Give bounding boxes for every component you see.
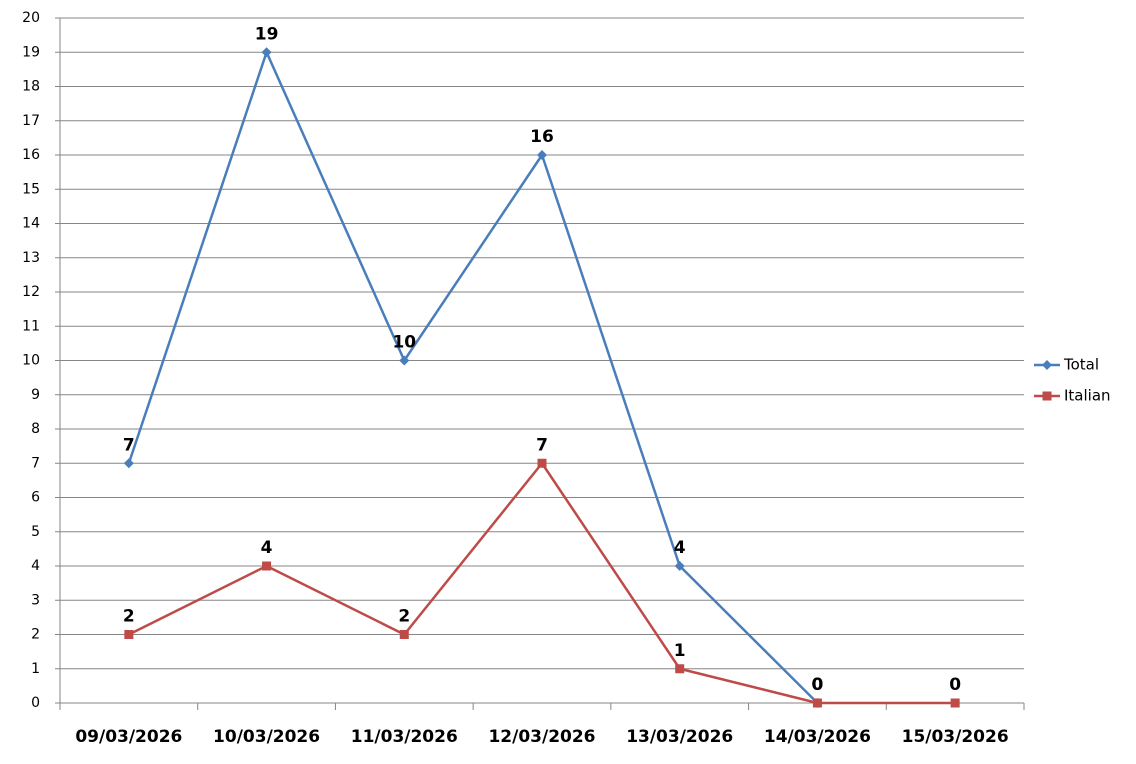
point — [261, 47, 272, 58]
y-tick-label: 12 — [22, 284, 40, 300]
y-tick-label: 0 — [31, 695, 40, 711]
y-tick-label: 4 — [31, 558, 40, 574]
data-label: 4 — [261, 538, 273, 558]
point — [399, 630, 409, 639]
data-label: 7 — [536, 435, 548, 455]
grid — [60, 17, 1024, 704]
series-line — [127, 51, 819, 704]
point — [537, 150, 547, 160]
x-tick-label: 12/03/2026 — [488, 727, 595, 747]
legend-label: Italian — [1064, 387, 1111, 405]
y-tick-label: 5 — [31, 524, 40, 540]
point — [675, 664, 685, 674]
y-tick-label: 2 — [31, 627, 40, 643]
x-tick-label: 13/03/2026 — [626, 727, 733, 747]
x-tick-label: 15/03/2026 — [902, 727, 1009, 747]
y-tick-label: 1 — [31, 661, 40, 677]
x-tick-label: 11/03/2026 — [351, 727, 458, 747]
point — [812, 698, 822, 708]
y-tick-label: 14 — [22, 216, 40, 232]
data-label: 0 — [812, 675, 824, 695]
y-tick-label: 20 — [22, 10, 40, 26]
point — [1042, 360, 1052, 370]
x-tick-label: 14/03/2026 — [764, 727, 871, 747]
data-label: 1 — [674, 641, 686, 661]
y-tick-label: 3 — [31, 592, 40, 608]
point — [123, 458, 134, 469]
data-label: 7 — [123, 435, 135, 455]
y-tick-label: 6 — [31, 490, 40, 506]
y-tick-label: 18 — [22, 79, 40, 95]
point — [124, 630, 134, 639]
series-line — [128, 462, 956, 705]
y-tick-label: 15 — [22, 181, 40, 197]
data-label: 19 — [255, 24, 279, 44]
y-tick-label: 16 — [22, 147, 40, 163]
y-tick-label: 13 — [22, 250, 40, 266]
x-tick-label: 09/03/2026 — [75, 727, 182, 747]
data-label: 0 — [812, 675, 824, 695]
legend-label: Total — [1063, 356, 1099, 374]
point — [399, 355, 410, 366]
point — [1042, 391, 1052, 401]
y-tick-label: 11 — [22, 318, 40, 334]
y-tick-label: 7 — [31, 455, 40, 471]
point — [950, 698, 960, 708]
data-label: 2 — [123, 607, 135, 627]
point — [674, 561, 685, 571]
point — [537, 458, 547, 468]
data-label: 16 — [530, 127, 554, 147]
data-label: 10 — [392, 333, 416, 353]
y-tick-label: 19 — [22, 44, 40, 60]
data-label: 4 — [674, 538, 686, 558]
y-tick-label: 17 — [22, 113, 40, 129]
axes — [55, 17, 1025, 710]
x-tick-label: 10/03/2026 — [213, 727, 320, 747]
y-tick-label: 8 — [31, 421, 40, 437]
point — [262, 561, 272, 571]
data-label: 0 — [949, 675, 961, 695]
y-tick-label: 10 — [22, 353, 40, 369]
marks — [123, 47, 960, 708]
legend: Total Italian — [1034, 356, 1111, 405]
data-label: 2 — [398, 607, 410, 627]
labels: 0123456789101112131415161718192009/03/20… — [22, 10, 1008, 747]
y-tick-label: 9 — [31, 387, 40, 403]
